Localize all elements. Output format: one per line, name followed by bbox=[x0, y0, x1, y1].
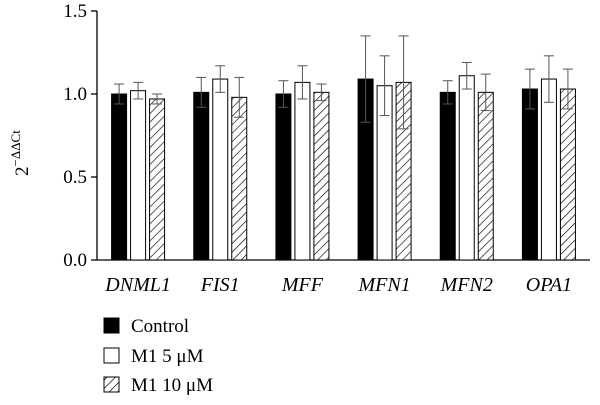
bar-dnml1-m1-10-m bbox=[149, 98, 166, 261]
svg-text:2−ΔΔCt: 2−ΔΔCt bbox=[8, 130, 33, 176]
bars bbox=[111, 35, 576, 261]
bar-mff-control bbox=[275, 93, 292, 261]
bar-fis1-m1-5-m bbox=[212, 78, 229, 261]
y-tick-label: 1.0 bbox=[63, 84, 87, 105]
legend: Control M1 5 μM M1 10 μM bbox=[103, 316, 213, 396]
bar-group-mff bbox=[275, 65, 330, 261]
bar-dnml1-m1-5-m bbox=[130, 90, 147, 261]
legend-item-m1-5um: M1 5 μM bbox=[103, 346, 204, 367]
bar-mfn2-m1-10-m bbox=[477, 91, 494, 261]
bar-mfn2-m1-5-m bbox=[458, 75, 475, 261]
bar-group-dnml1 bbox=[111, 81, 166, 261]
category-labels: DNML1 FIS1 MFF MFN1 MFN2 OPA1 bbox=[104, 274, 572, 296]
bar-opa1-m1-10-m bbox=[559, 88, 576, 261]
x-tick-label-opa1: OPA1 bbox=[526, 274, 572, 296]
legend-swatch-m1-5um bbox=[103, 347, 120, 364]
bar-group-mfn2 bbox=[439, 61, 494, 261]
x-tick-label-fis1: FIS1 bbox=[200, 274, 240, 296]
bar-mff-m1-5-m bbox=[294, 81, 311, 261]
bar-dnml1-control bbox=[111, 93, 128, 261]
legend-item-control: Control bbox=[103, 316, 189, 337]
bar-opa1-control bbox=[521, 88, 538, 261]
bar-mfn2-control bbox=[439, 91, 456, 261]
x-tick-label-mff: MFF bbox=[281, 274, 324, 296]
legend-label-control: Control bbox=[131, 316, 189, 337]
y-tick-label: 0.0 bbox=[63, 250, 87, 271]
y-axis-label: 2−ΔΔCt bbox=[8, 130, 33, 176]
legend-swatch-control bbox=[103, 317, 120, 334]
x-tick-label-mfn1: MFN1 bbox=[357, 274, 410, 296]
bar-group-opa1 bbox=[521, 55, 576, 261]
y-tick-label: 1.5 bbox=[63, 1, 87, 22]
legend-label-m1-5um: M1 5 μM bbox=[131, 346, 204, 367]
bar-mff-m1-10-m bbox=[313, 91, 330, 261]
legend-swatch-m1-10um bbox=[103, 376, 120, 393]
axes: 0.0 0.5 1.0 1.5 bbox=[63, 1, 590, 271]
x-tick-label-mfn2: MFN2 bbox=[440, 274, 493, 296]
bar-opa1-m1-5-m bbox=[540, 78, 557, 261]
bar-group-mfn1 bbox=[357, 35, 412, 261]
y-tick-label: 0.5 bbox=[63, 167, 87, 188]
y-axis-label-base: 2 bbox=[12, 167, 33, 177]
y-axis-label-exponent: −ΔΔCt bbox=[8, 130, 23, 167]
x-tick-label-dnml1: DNML1 bbox=[104, 274, 171, 296]
bar-fis1-control bbox=[193, 91, 210, 261]
bar-group-fis1 bbox=[193, 65, 248, 261]
legend-label-m1-10um: M1 10 μM bbox=[131, 375, 213, 396]
bar-fis1-m1-10-m bbox=[231, 96, 248, 261]
legend-item-m1-10um: M1 10 μM bbox=[103, 375, 213, 396]
